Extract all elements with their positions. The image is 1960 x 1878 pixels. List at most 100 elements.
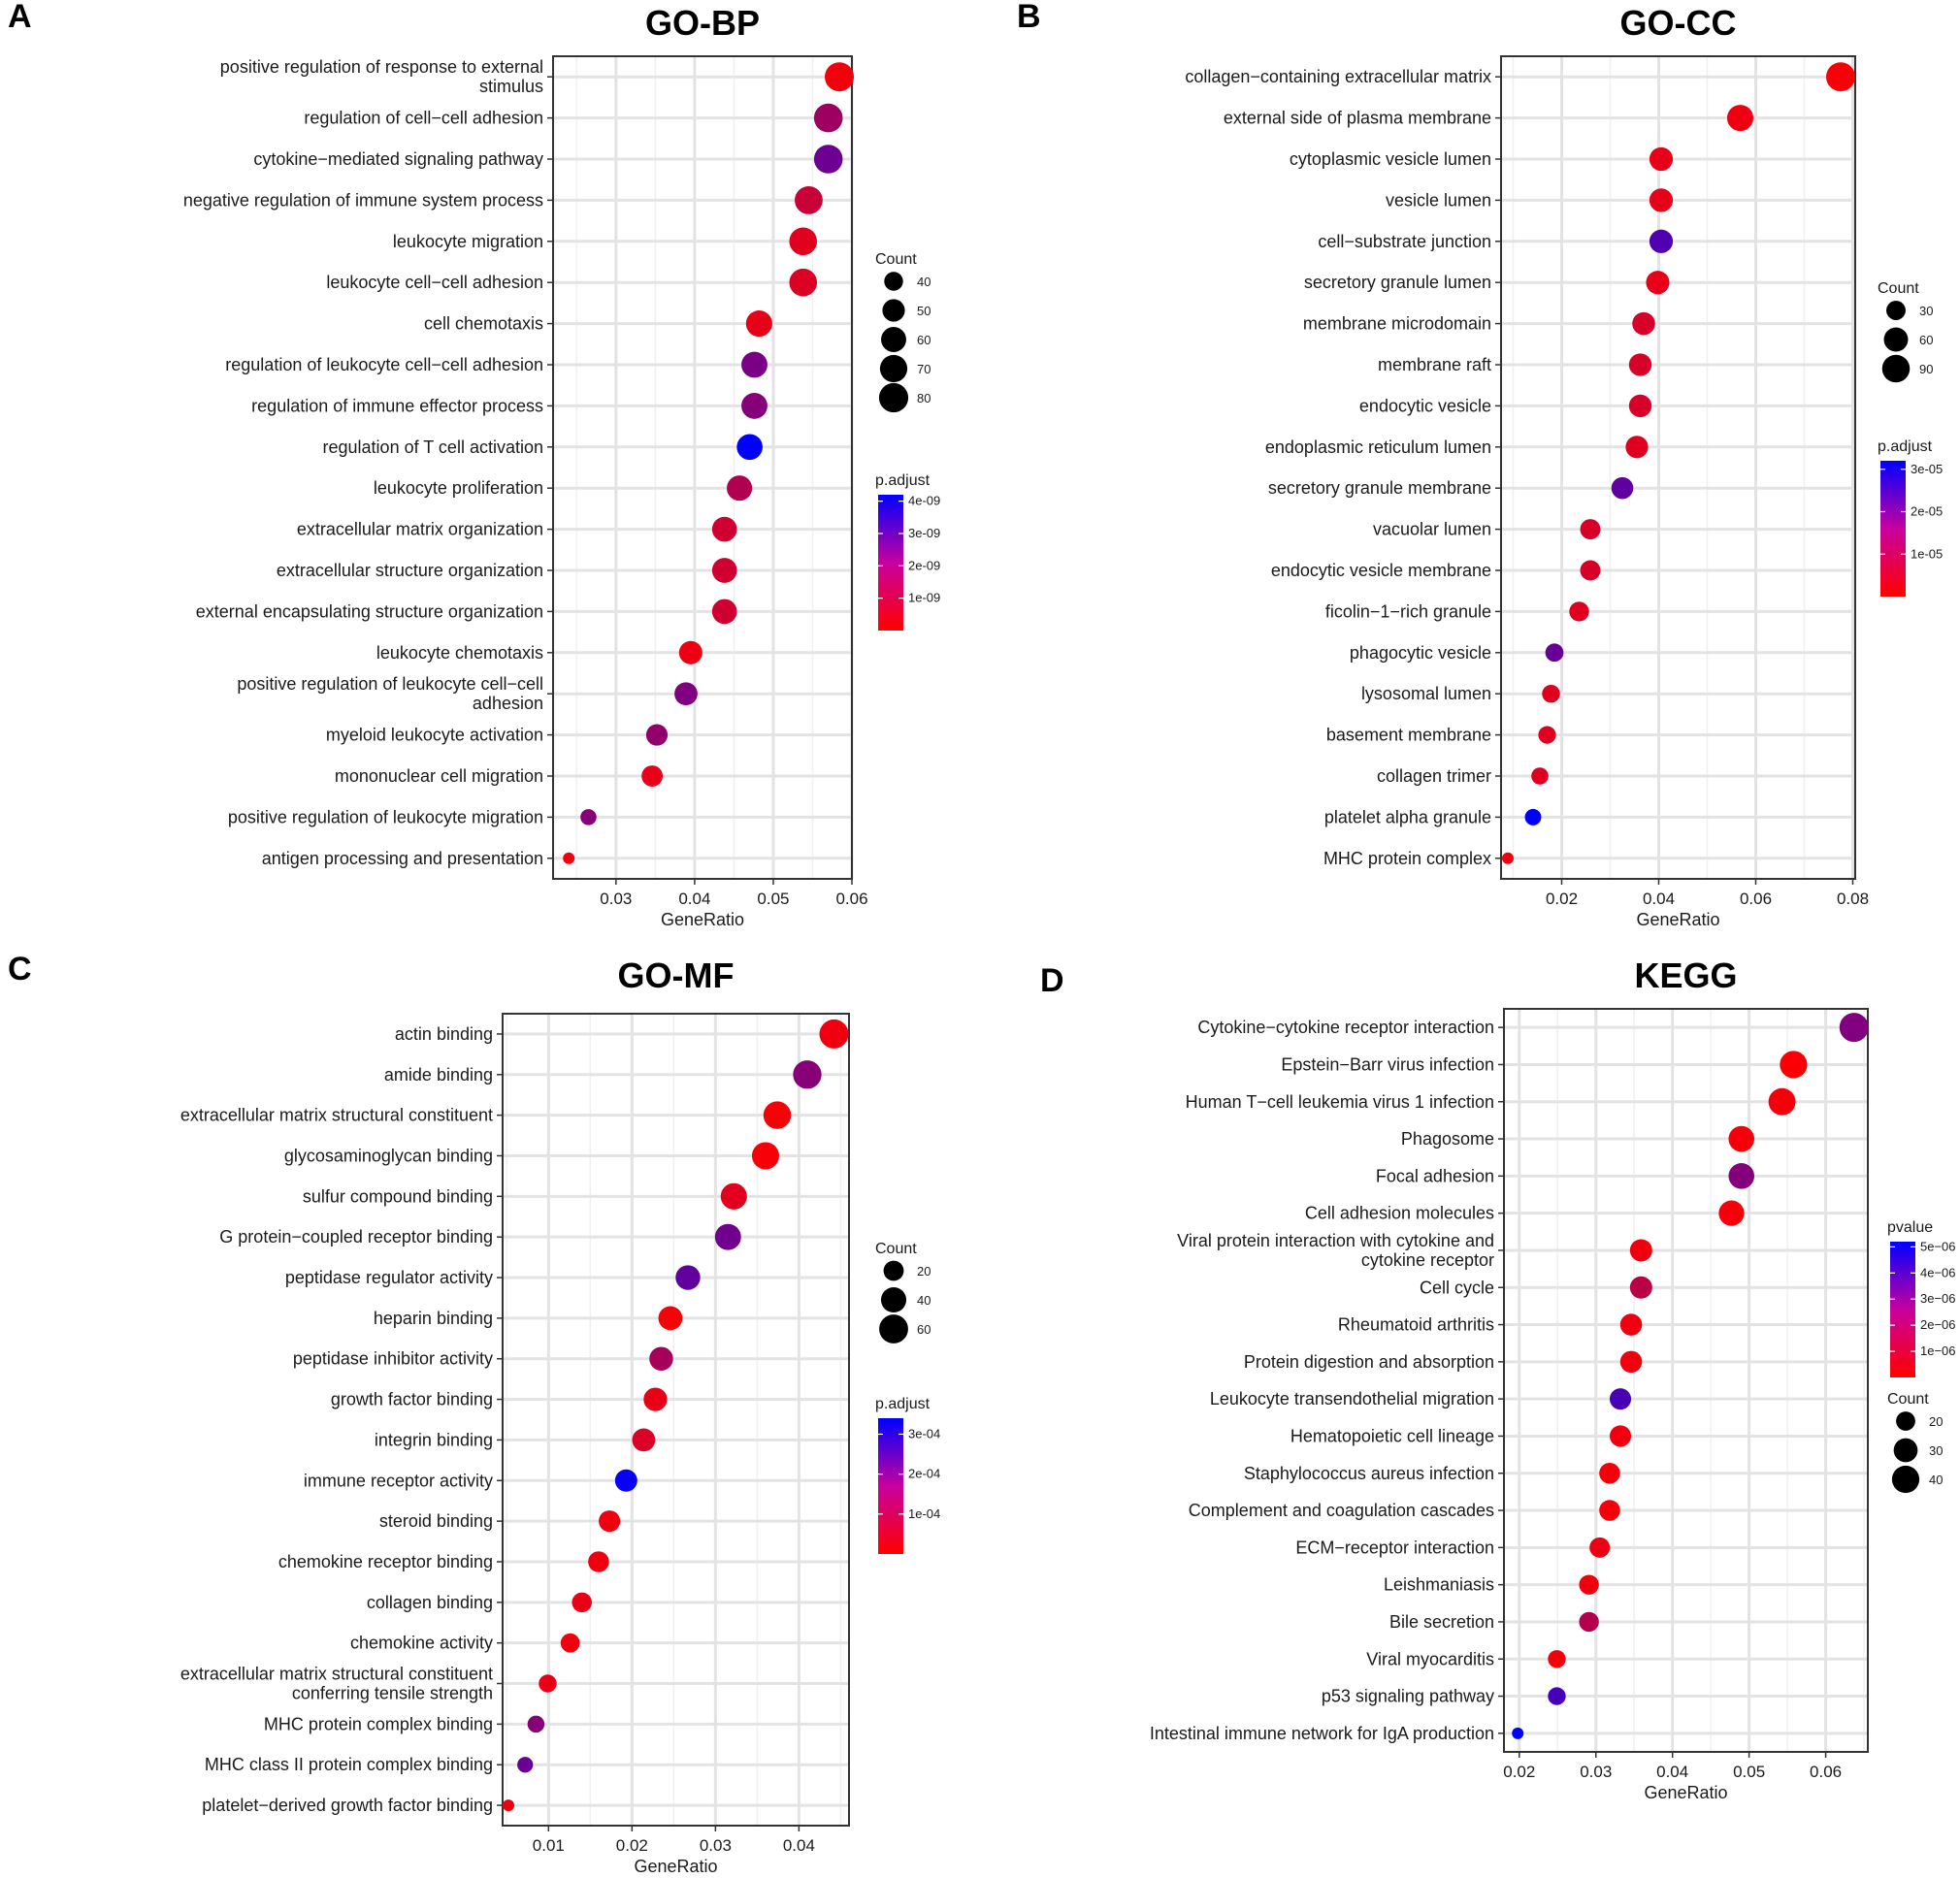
term-label: platelet−derived growth factor binding	[202, 1796, 493, 1815]
color-legend-label: 1e−06	[1920, 1344, 1956, 1358]
data-point	[751, 1142, 780, 1170]
data-point	[711, 599, 737, 625]
color-legend-title: pvalue	[1887, 1219, 1933, 1236]
panel-d: D KEGG 0.02 0.03 0.04 0.05 0.06 GeneRatio Cytoki…	[1040, 955, 1956, 1802]
data-point	[1542, 684, 1560, 703]
data-point	[793, 1060, 822, 1089]
x-tick-label: 0.06	[1810, 1763, 1842, 1781]
plot-border	[502, 1013, 850, 1827]
term-label: Protein digestion and absorption	[1244, 1352, 1494, 1372]
term-label: Cell cycle	[1420, 1278, 1494, 1297]
term-label: Leishmaniasis	[1384, 1575, 1494, 1595]
term-label: lysosomal lumen	[1361, 684, 1491, 703]
data-point	[1548, 1687, 1566, 1705]
data-point	[632, 1428, 656, 1452]
data-point	[649, 1346, 673, 1371]
data-point	[580, 809, 597, 826]
count-legend-dot	[883, 1260, 904, 1281]
data-point	[1728, 1125, 1755, 1152]
data-point	[1599, 1500, 1620, 1521]
term-label: basement membrane	[1326, 726, 1491, 745]
term-label: regulation of leukocyte cell−cell adhesi…	[225, 355, 543, 374]
term-label: secretory granule lumen	[1304, 273, 1491, 292]
count-legend-label: 50	[917, 304, 931, 318]
color-legend-title: p.adjust	[1878, 438, 1933, 455]
color-legend-label: 3e-04	[908, 1426, 940, 1441]
term-label: extracellular matrix organization	[297, 520, 543, 539]
term-label: sulfur compound binding	[303, 1186, 493, 1206]
count-legend-dot	[1881, 354, 1911, 383]
term-label: endocytic vesicle	[1359, 396, 1491, 415]
x-tick-label: 0.04	[1643, 890, 1675, 908]
data-point	[736, 434, 763, 461]
term-label: Epstein−Barr virus infection	[1281, 1054, 1494, 1074]
x-axis-title: GeneRatio	[1644, 1783, 1727, 1802]
color-legend: pvalue 1e−06 2e−06 3e−06 4e−06 5e−06	[1887, 1219, 1956, 1377]
panel-letter: C	[8, 951, 32, 988]
term-label: ficolin−1−rich granule	[1325, 601, 1491, 621]
term-label: immune receptor activity	[304, 1471, 493, 1490]
term-label: cell−substrate junction	[1318, 232, 1491, 251]
count-legend-dot	[1896, 1411, 1915, 1431]
count-legend-dot	[884, 272, 903, 291]
term-label: chemokine activity	[350, 1634, 493, 1653]
x-tick-label: 0.01	[533, 1836, 565, 1855]
color-legend-label: 2e−06	[1920, 1317, 1956, 1332]
data-point	[727, 475, 753, 502]
term-label: antigen processing and presentation	[262, 849, 543, 868]
data-point	[1625, 436, 1649, 459]
x-tick-label: 0.03	[1580, 1763, 1612, 1781]
color-legend-label: 3e−06	[1920, 1291, 1956, 1306]
data-point	[1611, 476, 1634, 500]
color-legend-bar	[878, 1418, 903, 1554]
color-legend-label: 3e-09	[908, 526, 940, 540]
plot-background	[1504, 1009, 1868, 1752]
data-point	[1599, 1462, 1620, 1484]
term-label: MHC protein complex binding	[264, 1714, 493, 1733]
count-legend-dot	[881, 327, 906, 352]
data-point	[1548, 1650, 1566, 1668]
color-legend-bar	[1890, 1242, 1915, 1377]
data-point	[1629, 1239, 1652, 1262]
data-point	[1646, 271, 1670, 295]
x-tick-label: 0.02	[1546, 890, 1578, 908]
term-label: peptidase inhibitor activity	[293, 1349, 493, 1369]
data-point	[1839, 1013, 1869, 1043]
term-label: leukocyte proliferation	[374, 478, 543, 498]
data-point	[1524, 808, 1542, 826]
color-legend-label: 4e−06	[1920, 1265, 1956, 1279]
count-legend-dot	[1893, 1438, 1918, 1463]
data-point	[563, 852, 575, 864]
plot-background	[553, 56, 852, 879]
data-point	[741, 351, 768, 378]
count-legend-title: Count	[1887, 1391, 1929, 1408]
term-label: Human T−cell leukemia virus 1 infection	[1186, 1092, 1494, 1112]
plot-border	[1500, 55, 1856, 880]
panel-letter: A	[8, 0, 32, 35]
count-legend-dot	[1891, 1465, 1920, 1494]
data-point	[560, 1633, 580, 1653]
color-legend-bar	[1880, 461, 1906, 597]
color-legend-label: 3e-05	[1911, 462, 1943, 476]
data-point	[1768, 1087, 1796, 1116]
data-point	[572, 1592, 592, 1613]
data-point	[1579, 1574, 1599, 1595]
color-legend-title: p.adjust	[875, 472, 931, 489]
term-label: platelet alpha granule	[1324, 807, 1491, 826]
term-label: regulation of cell−cell adhesion	[304, 109, 543, 128]
color-legend-title: p.adjust	[875, 1396, 931, 1412]
count-legend-title: Count	[875, 251, 917, 268]
panel-title: GO-MF	[618, 955, 735, 995]
data-point	[1780, 1051, 1808, 1079]
data-point	[1580, 519, 1601, 540]
count-legend-dot	[880, 1286, 907, 1313]
data-point	[588, 1551, 609, 1572]
data-point	[1580, 560, 1601, 581]
x-tick-label: 0.05	[757, 890, 789, 908]
term-label: leukocyte migration	[393, 232, 543, 251]
color-legend-label: 1e-09	[908, 591, 940, 605]
data-point	[789, 227, 818, 256]
